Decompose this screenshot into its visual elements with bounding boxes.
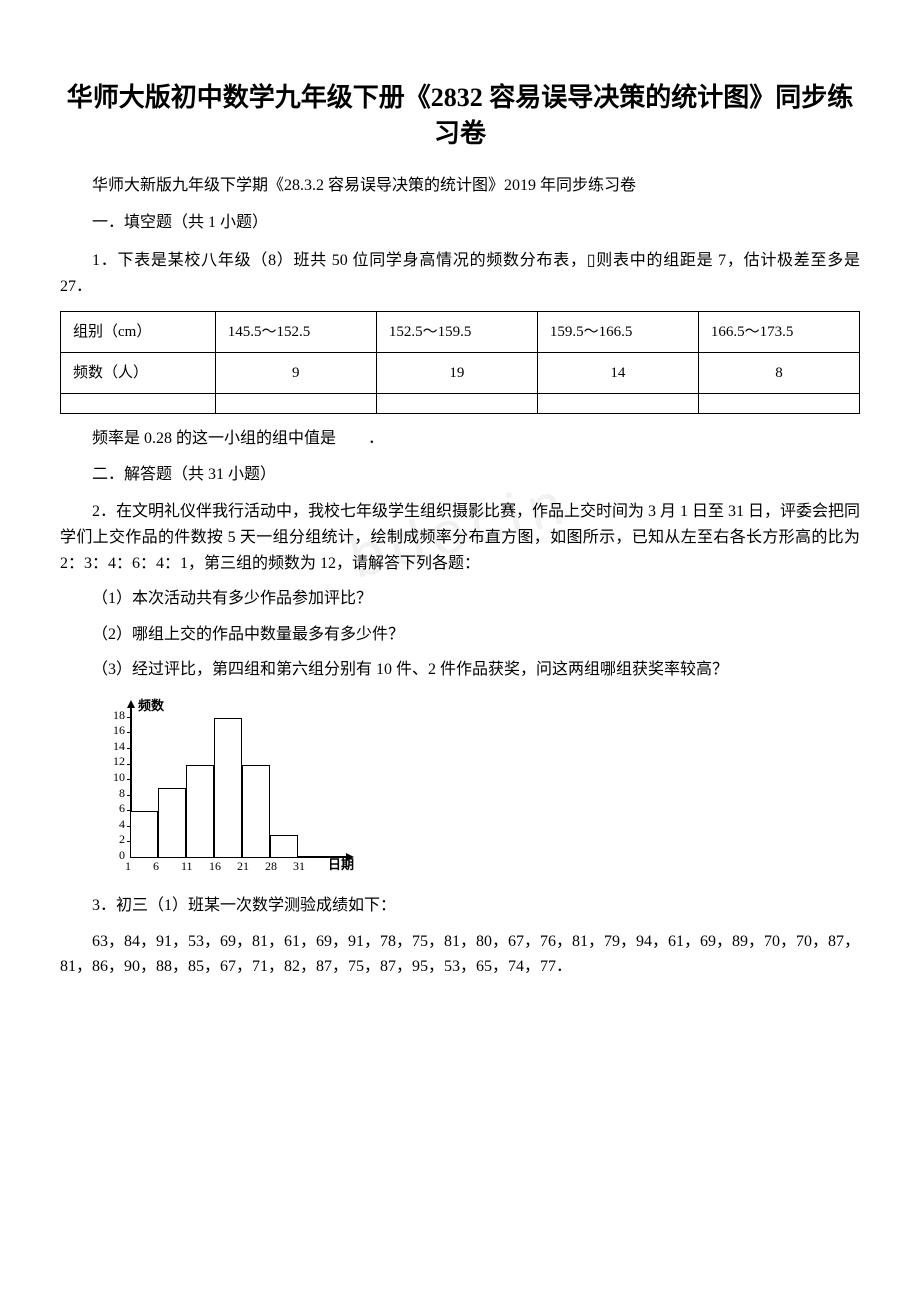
table-cell: 152.5～159.5	[376, 312, 537, 353]
subtitle: 华师大新版九年级下学期《28.3.2 容易误导决策的统计图》2019 年同步练习…	[60, 173, 860, 199]
section2-header: 二．解答题（共 31 小题）	[60, 462, 860, 488]
table-cell	[537, 394, 698, 414]
chart-bar	[130, 811, 158, 858]
section1-header: 一．填空题（共 1 小题）	[60, 210, 860, 236]
q2-sub1: （1）本次活动共有多少作品参加评比？	[60, 586, 860, 612]
table-cell	[376, 394, 537, 414]
table-cell: 166.5～173.5	[698, 312, 859, 353]
table-cell	[61, 394, 216, 414]
page-title: 华师大版初中数学九年级下册《2832 容易误导决策的统计图》同步练习卷	[60, 80, 860, 153]
table-cell: 9	[215, 353, 376, 394]
table-cell: 159.5～166.5	[537, 312, 698, 353]
y-tick: 18	[100, 706, 125, 725]
table-cell	[215, 394, 376, 414]
histogram-chart: 频数日期024681012141618161116212831	[100, 698, 860, 878]
q3-text: 3．初三（1）班某一次数学测验成绩如下：	[60, 893, 860, 919]
chart-bar	[270, 835, 298, 858]
q2-sub2: （2）哪组上交的作品中数量最多有多少件？	[60, 622, 860, 648]
chart-bar	[242, 765, 270, 858]
chart-bar	[214, 718, 242, 858]
q3-data: 63，84，91，53，69，81，61，69，91，78，75，81，80，6…	[60, 929, 860, 980]
x-tick: 31	[293, 857, 305, 876]
x-tick: 28	[265, 857, 277, 876]
q2-sub3: （3）经过评比，第四组和第六组分别有 10 件、2 件作品获奖，问这两组哪组获奖…	[60, 657, 860, 683]
table-cell: 频数（人）	[61, 353, 216, 394]
table-cell: 145.5～152.5	[215, 312, 376, 353]
chart-bar	[186, 765, 214, 858]
table-row: 组别（cm） 145.5～152.5 152.5～159.5 159.5～166…	[61, 312, 860, 353]
table-cell: 组别（cm）	[61, 312, 216, 353]
x-tick: 6	[153, 857, 159, 876]
x-tick: 21	[237, 857, 249, 876]
table-cell	[698, 394, 859, 414]
q1-text: 1．下表是某校八年级（8）班共 50 位同学身高情况的频数分布表，▯则表中的组距…	[60, 248, 860, 299]
x-tick: 11	[181, 857, 193, 876]
q2-text: 2．在文明礼仪伴我行活动中，我校七年级学生组织摄影比赛，作品上交时间为 3 月 …	[60, 499, 860, 576]
frequency-table: 组别（cm） 145.5～152.5 152.5～159.5 159.5～166…	[60, 311, 860, 414]
table-cell: 8	[698, 353, 859, 394]
y-axis-label: 频数	[138, 696, 164, 717]
table-cell: 14	[537, 353, 698, 394]
table-row: 频数（人） 9 19 14 8	[61, 353, 860, 394]
x-tick: 16	[209, 857, 221, 876]
x-tick: 1	[125, 857, 131, 876]
q1-text2: 频率是 0.28 的这一小组的组中值是 ．	[60, 426, 860, 452]
table-row	[61, 394, 860, 414]
table-cell: 19	[376, 353, 537, 394]
x-axis-label: 日期	[328, 855, 392, 876]
chart-bar	[158, 788, 186, 858]
